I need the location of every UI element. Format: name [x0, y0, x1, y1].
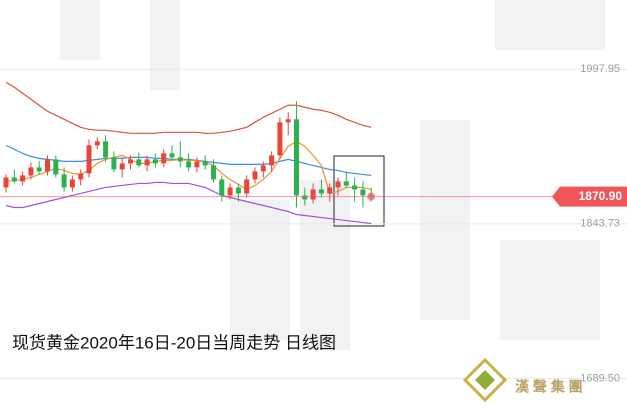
- candle-body: [269, 155, 275, 166]
- candle-body: [211, 165, 216, 180]
- candle-body: [111, 157, 117, 170]
- candle-body: [3, 177, 9, 188]
- candle-body: [244, 179, 250, 194]
- candle-body: [86, 145, 92, 174]
- candle-body: [94, 141, 100, 146]
- candle-body: [119, 163, 125, 170]
- candle-body: [260, 165, 266, 172]
- candle-body: [235, 187, 241, 194]
- candle-body: [161, 153, 167, 164]
- candle-body: [144, 159, 150, 166]
- candle-body: [28, 167, 34, 176]
- highlight-box: [333, 155, 385, 227]
- candle-body: [335, 181, 341, 188]
- logo-text: 漢 聲 集 團: [515, 379, 583, 395]
- candle-body: [360, 189, 366, 196]
- chart-title: 现货黄金2020年16日-20日当周走势 日线图: [12, 333, 336, 352]
- last-price-label: 1870.90: [579, 189, 623, 203]
- candle-body: [227, 187, 233, 196]
- candle-body: [11, 177, 17, 182]
- candle-body: [294, 119, 299, 196]
- candle-body: [194, 161, 200, 168]
- candle-body: [302, 195, 308, 200]
- candle-body: [343, 181, 349, 186]
- candle-body: [61, 174, 67, 188]
- candle-body: [53, 159, 59, 175]
- candle-body: [252, 171, 258, 180]
- logo: 漢 聲 集 團: [462, 357, 583, 403]
- indicator-line: [5, 81, 372, 134]
- candle-body: [186, 161, 192, 168]
- candle-body: [219, 179, 225, 196]
- candle-body: [169, 153, 175, 158]
- candle-body: [103, 141, 109, 158]
- candle-body: [20, 175, 26, 182]
- candle-body: [318, 189, 324, 194]
- candle-body: [177, 157, 183, 162]
- candle-body: [152, 159, 158, 164]
- candle-body: [285, 119, 291, 123]
- last-price-tag: [552, 186, 627, 207]
- last-price-dot: [367, 192, 376, 201]
- candle-body: [352, 185, 358, 190]
- y-tick-label: 1843.73: [580, 218, 620, 230]
- y-tick-label: 1689.50: [580, 372, 620, 384]
- candle-body: [202, 161, 208, 166]
- candle-body: [310, 189, 316, 200]
- candle-body: [45, 159, 50, 172]
- candle-body: [327, 187, 333, 194]
- candle-body: [36, 167, 42, 172]
- candle-body: [128, 159, 133, 164]
- candle-body: [78, 173, 84, 180]
- y-tick-label: 1997.95: [580, 63, 620, 75]
- background-watermark: [60, 0, 605, 350]
- candle-body: [277, 122, 283, 156]
- candle-body: [136, 159, 142, 166]
- candle-body: [69, 179, 75, 188]
